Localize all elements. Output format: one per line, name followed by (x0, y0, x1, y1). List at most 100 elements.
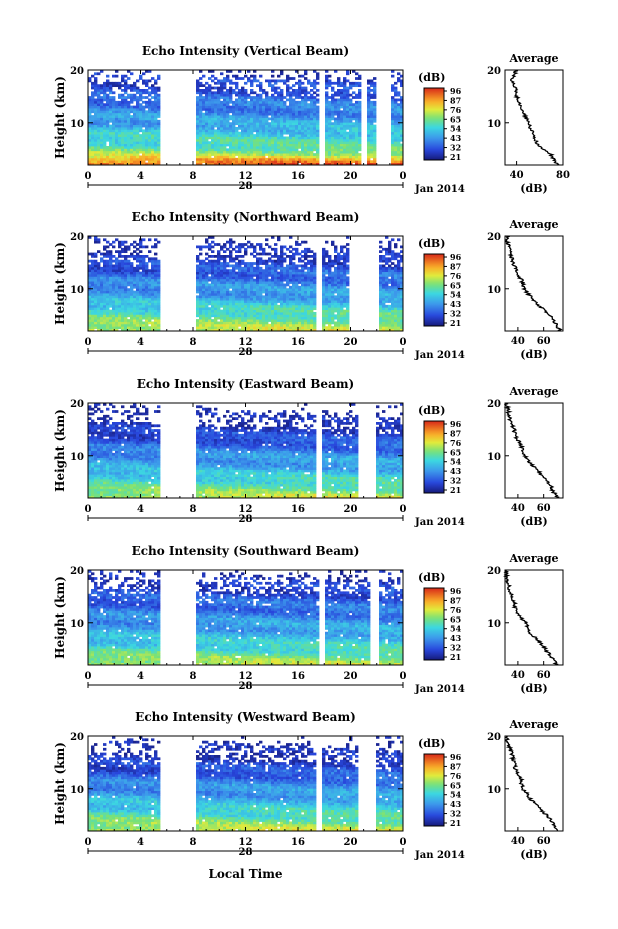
heatmap-cell (304, 153, 308, 156)
heatmap-cell (367, 162, 371, 166)
heatmap-cell (307, 148, 311, 152)
heatmap-cell (229, 274, 233, 277)
heatmap-cell (205, 146, 209, 149)
heatmap-cell (211, 131, 215, 135)
heatmap-cell (337, 98, 341, 102)
heatmap-cell (220, 110, 224, 114)
heatmap-cell (331, 112, 335, 116)
heatmap-cell (259, 155, 263, 159)
heatmap-cell (211, 162, 215, 166)
heatmap-cell (274, 278, 278, 282)
heatmap-cell (151, 257, 155, 261)
heatmap-cell (220, 91, 224, 95)
heatmap-cell (394, 148, 398, 152)
heatmap-cell (250, 122, 254, 126)
heatmap-cell (304, 115, 308, 118)
heatmap-cell (100, 108, 104, 111)
heatmap-cell (115, 81, 119, 85)
heatmap-cell (88, 148, 92, 152)
heatmap-cell (259, 93, 263, 97)
heatmap-cell (253, 157, 257, 161)
heatmap-cell (307, 105, 311, 109)
heatmap-cell (136, 157, 140, 161)
heatmap-cell (286, 119, 290, 123)
heatmap-cell (328, 100, 332, 104)
heatmap-cell (208, 127, 212, 130)
heatmap-cell (277, 86, 281, 90)
heatmap-cell (307, 288, 311, 292)
heatmap-cell (142, 328, 146, 332)
heatmap-cell (289, 91, 293, 95)
heatmap-cell (136, 312, 140, 315)
heatmap-cell (310, 134, 314, 137)
heatmap-cell (91, 74, 95, 78)
heatmap-cell (262, 89, 266, 92)
heatmap-cell (343, 89, 347, 92)
heatmap-cell (343, 91, 347, 95)
heatmap-cell (196, 146, 200, 149)
heatmap-cell (277, 257, 281, 261)
heatmap-cell (232, 283, 236, 287)
heatmap-cell (124, 74, 128, 78)
heatmap-cell (229, 316, 233, 320)
heatmap-cell (241, 290, 245, 294)
heatmap-cell (301, 293, 305, 296)
heatmap-cell (214, 124, 218, 128)
heatmap-cell (199, 304, 203, 308)
heatmap-cell (94, 293, 98, 296)
heatmap-cell (112, 326, 116, 330)
heatmap-cell (256, 134, 260, 137)
heatmap-cell (313, 143, 317, 147)
heatmap-cell (313, 86, 317, 90)
heatmap-cell (295, 119, 299, 123)
heatmap-cell (130, 319, 134, 322)
heatmap-cell (199, 103, 203, 107)
heatmap-cell (238, 316, 242, 320)
heatmap-cell (202, 122, 206, 126)
heatmap-cell (313, 84, 317, 88)
heatmap-cell (391, 122, 395, 126)
heatmap-cell (274, 252, 278, 256)
heatmap-cell (253, 70, 257, 73)
heatmap-cell (337, 141, 341, 145)
heatmap-cell (301, 290, 305, 294)
heatmap-cell (298, 293, 302, 296)
heatmap-cell (247, 150, 251, 154)
heatmap-cell (88, 157, 92, 161)
y-tick-label: 20 (70, 66, 84, 77)
heatmap-cell (223, 136, 227, 140)
heatmap-cell (244, 309, 248, 313)
heatmap-cell (250, 323, 254, 327)
heatmap-cell (217, 103, 221, 107)
heatmap-cell (238, 131, 242, 135)
heatmap-cell (94, 72, 98, 76)
heatmap-cell (130, 134, 134, 137)
heatmap-cell (232, 122, 236, 126)
heatmap-cell (106, 316, 110, 320)
heatmap-cell (223, 276, 227, 280)
heatmap-cell (100, 302, 104, 306)
heatmap-cell (121, 321, 125, 325)
heatmap-cell (394, 129, 398, 133)
heatmap-cell (211, 119, 215, 123)
heatmap-cell (289, 281, 293, 284)
heatmap-cell (232, 108, 236, 111)
heatmap-cell (307, 127, 311, 130)
heatmap-cell (325, 136, 329, 140)
heatmap-cell (196, 81, 200, 85)
heatmap-cell (340, 138, 344, 142)
heatmap-cell (91, 300, 95, 303)
x-tick-label: 20 (344, 171, 358, 182)
heatmap-cell (157, 153, 161, 156)
heatmap-cell (271, 148, 275, 152)
heatmap-cell (292, 274, 296, 277)
heatmap-cell (322, 304, 326, 308)
heatmap-cell (217, 143, 221, 147)
heatmap-cell (139, 141, 143, 145)
heatmap-cell (118, 117, 122, 121)
heatmap-cell (145, 264, 149, 268)
heatmap-cell (130, 93, 134, 97)
heatmap-cell (295, 127, 299, 130)
heatmap-cell (199, 124, 203, 128)
heatmap-cell (157, 129, 161, 133)
